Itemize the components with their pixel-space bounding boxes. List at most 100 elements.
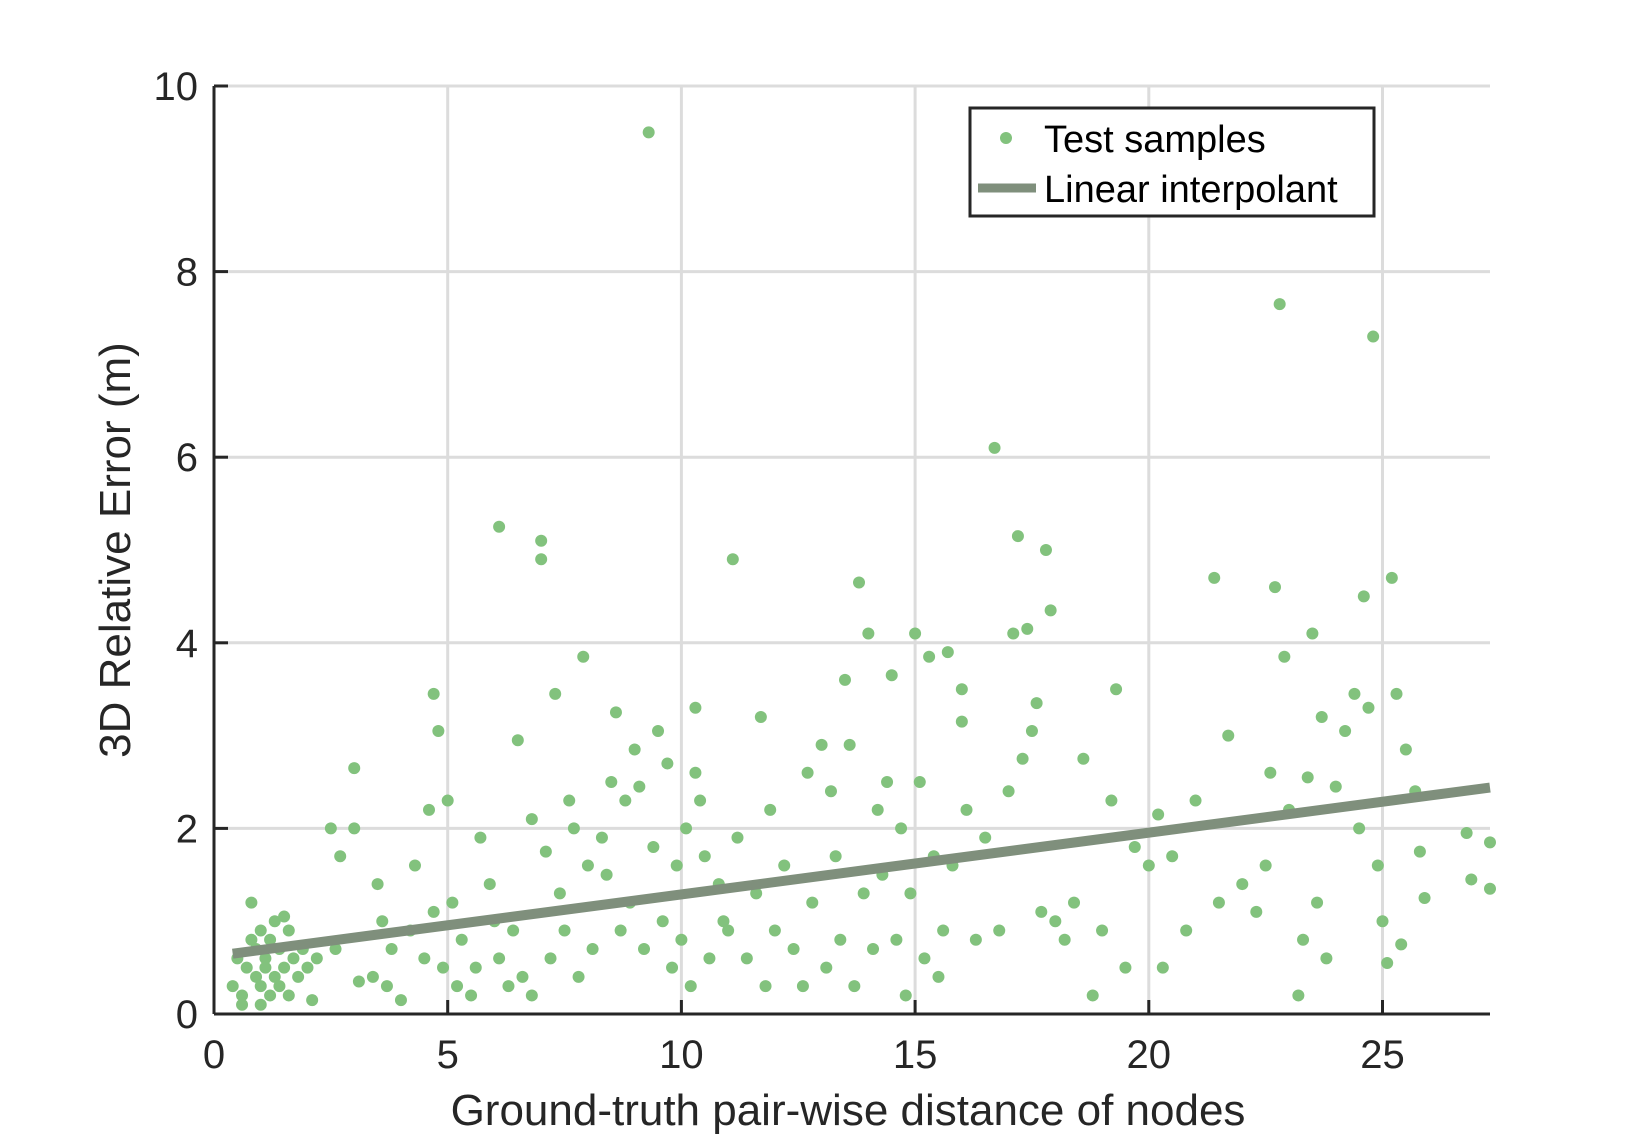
data-point bbox=[909, 627, 922, 640]
x-tick-label: 20 bbox=[1127, 1033, 1172, 1077]
data-point bbox=[278, 910, 291, 923]
data-point bbox=[544, 952, 557, 965]
data-point bbox=[1484, 882, 1496, 895]
data-point bbox=[380, 980, 393, 993]
x-tick-label: 25 bbox=[1360, 1033, 1405, 1077]
legend: Test samples Linear interpolant bbox=[968, 106, 1376, 218]
data-point bbox=[955, 715, 968, 728]
data-point bbox=[661, 757, 674, 770]
data-point bbox=[455, 933, 468, 946]
data-point bbox=[1259, 859, 1272, 872]
data-point bbox=[240, 961, 253, 974]
data-point bbox=[1376, 915, 1389, 928]
data-point bbox=[1301, 771, 1314, 784]
data-point bbox=[1180, 924, 1193, 937]
data-point bbox=[619, 794, 632, 807]
data-point bbox=[1385, 571, 1398, 584]
data-point bbox=[418, 952, 431, 965]
data-point bbox=[937, 924, 950, 937]
data-point bbox=[394, 994, 407, 1007]
data-point bbox=[857, 887, 870, 900]
data-point bbox=[451, 980, 464, 993]
data-point bbox=[245, 896, 258, 909]
data-point bbox=[815, 738, 828, 751]
data-point bbox=[979, 831, 992, 844]
data-point bbox=[511, 734, 524, 747]
data-point bbox=[633, 780, 646, 793]
data-point bbox=[1357, 590, 1370, 603]
data-point bbox=[820, 961, 833, 974]
data-point bbox=[731, 831, 744, 844]
data-point bbox=[680, 822, 693, 835]
data-point bbox=[754, 711, 767, 724]
data-point bbox=[1465, 873, 1478, 886]
data-point bbox=[254, 980, 267, 993]
legend-box bbox=[968, 106, 1376, 218]
data-point bbox=[1189, 794, 1202, 807]
data-point bbox=[904, 887, 917, 900]
data-point bbox=[862, 627, 875, 640]
data-point bbox=[740, 952, 753, 965]
data-point bbox=[895, 822, 908, 835]
data-point bbox=[348, 762, 361, 775]
data-point bbox=[236, 998, 249, 1011]
data-point bbox=[371, 878, 384, 891]
data-point bbox=[1381, 956, 1394, 969]
data-point bbox=[236, 989, 249, 1002]
data-point bbox=[226, 980, 239, 993]
data-point bbox=[1315, 711, 1328, 724]
data-point bbox=[768, 924, 781, 937]
data-point bbox=[726, 553, 739, 566]
data-point bbox=[913, 776, 926, 788]
data-point bbox=[1339, 724, 1352, 737]
data-point bbox=[306, 994, 319, 1007]
data-point bbox=[1297, 933, 1310, 946]
data-point bbox=[1128, 840, 1141, 853]
data-point bbox=[259, 952, 272, 965]
y-tick-label: 0 bbox=[176, 993, 198, 1037]
data-point bbox=[609, 706, 622, 719]
data-point bbox=[853, 576, 866, 589]
data-point bbox=[376, 915, 389, 928]
data-point bbox=[1086, 989, 1099, 1002]
data-point bbox=[1058, 933, 1071, 946]
tick-labels: 0 5 10 15 20 25 0 2 4 6 8 10 bbox=[154, 65, 1405, 1077]
data-point bbox=[292, 970, 305, 983]
data-point bbox=[689, 766, 702, 779]
y-tick-label: 6 bbox=[176, 436, 198, 480]
data-point bbox=[717, 915, 730, 928]
x-tick-label: 15 bbox=[893, 1033, 938, 1077]
data-point bbox=[801, 766, 814, 779]
data-point bbox=[1390, 687, 1403, 700]
data-point bbox=[1035, 905, 1048, 918]
data-point bbox=[698, 850, 711, 863]
data-point bbox=[638, 943, 651, 956]
data-point bbox=[1320, 952, 1333, 965]
data-point bbox=[656, 915, 669, 928]
data-point bbox=[1268, 581, 1281, 594]
data-point bbox=[437, 961, 450, 974]
data-point bbox=[535, 534, 548, 547]
data-point bbox=[675, 933, 688, 946]
data-point bbox=[525, 989, 538, 1002]
data-point bbox=[652, 724, 665, 737]
y-tick-label: 8 bbox=[176, 251, 198, 295]
data-point bbox=[689, 701, 702, 714]
data-point bbox=[301, 961, 314, 974]
data-point bbox=[469, 961, 482, 974]
data-point bbox=[408, 859, 421, 872]
data-point bbox=[885, 669, 898, 682]
data-point bbox=[600, 868, 613, 881]
data-point bbox=[250, 970, 263, 983]
data-point bbox=[264, 989, 277, 1002]
data-point bbox=[834, 933, 847, 946]
data-point bbox=[558, 924, 571, 937]
data-point bbox=[960, 803, 973, 816]
data-point bbox=[254, 924, 267, 937]
data-point bbox=[1016, 752, 1029, 765]
data-point bbox=[1096, 924, 1109, 937]
x-axis-label: Ground-truth pair-wise distance of nodes bbox=[451, 1086, 1246, 1135]
data-point bbox=[1119, 961, 1132, 974]
data-point bbox=[1250, 905, 1263, 918]
data-point bbox=[1110, 683, 1123, 696]
